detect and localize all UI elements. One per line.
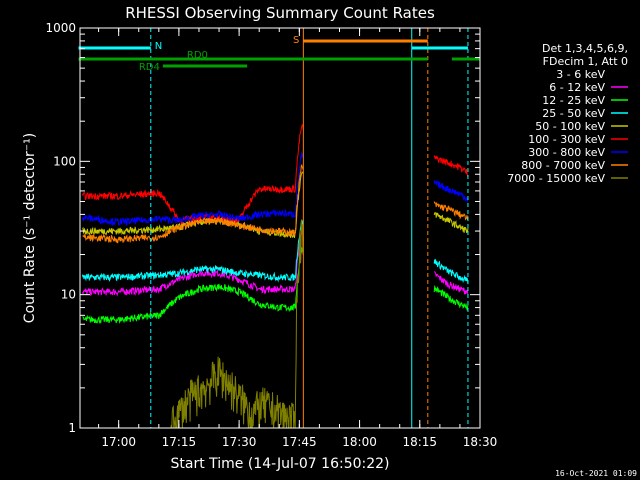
legend-label-1: 3 - 6 keV [556,68,605,81]
y-tick-label-3: 100 [53,154,76,168]
x-tick-label-2: 17:15 [162,435,197,449]
legend: Det 1,3,4,5,6,9,FDecim 1, Att 03 - 6 keV… [507,42,628,185]
x-tick-label-4: 17:45 [282,435,317,449]
series-line-4 [82,219,469,285]
legend-header-2: FDecim 1, Att 0 [543,55,628,68]
night-flag-label: N [155,41,162,52]
legend-label-4: 25 - 50 keV [542,107,605,120]
series-line-7 [82,150,469,227]
x-tick-label-7: 18:30 [463,435,498,449]
legend-label-3: 12 - 25 keV [542,94,605,107]
series-line-1 [82,267,469,345]
legend-label-2: 6 - 12 keV [549,81,605,94]
rd4-flag-label: RD4 [139,62,160,73]
plot-area: N S RD0 RD4 17:00 17:15 17:30 17:45 18:00 18:15 18… [45,21,497,449]
legend-label-5: 50 - 100 keV [535,120,605,133]
legend-label-6: 100 - 300 keV [528,133,605,146]
series-line-6 [82,123,469,225]
legend-header-1: Det 1,3,4,5,6,9, [542,42,628,55]
y-tick-label-2: 10 [61,288,76,302]
chart-title: RHESSI Observing Summary Count Rates [125,4,435,22]
legend-label-7: 300 - 800 keV [528,146,605,159]
y-axis-label: Count Rate (s⁻¹ detector⁻¹) [22,133,38,323]
series-line-9 [170,219,304,429]
x-tick-label-6: 18:15 [402,435,437,449]
x-axis-label: Start Time (14-Jul-07 16:50:22) [170,456,389,472]
y-tick-label-4: 1000 [45,21,76,35]
series-line-3 [82,247,469,325]
series-line-8 [82,163,469,244]
legend-label-9: 7000 - 15000 keV [507,172,605,185]
legend-label-8: 800 - 7000 keV [521,159,605,172]
plot-frame [79,27,481,429]
x-tick-label-1: 17:00 [101,435,136,449]
timestamp: 16-Oct-2021 01:09 [555,469,637,478]
y-tick-label-1: 1 [68,421,76,435]
saa-flag-label: S [293,35,299,46]
x-tick-label-5: 18:00 [342,435,377,449]
rd0-flag-label: RD0 [187,50,208,61]
x-tick-label-3: 17:30 [222,435,257,449]
